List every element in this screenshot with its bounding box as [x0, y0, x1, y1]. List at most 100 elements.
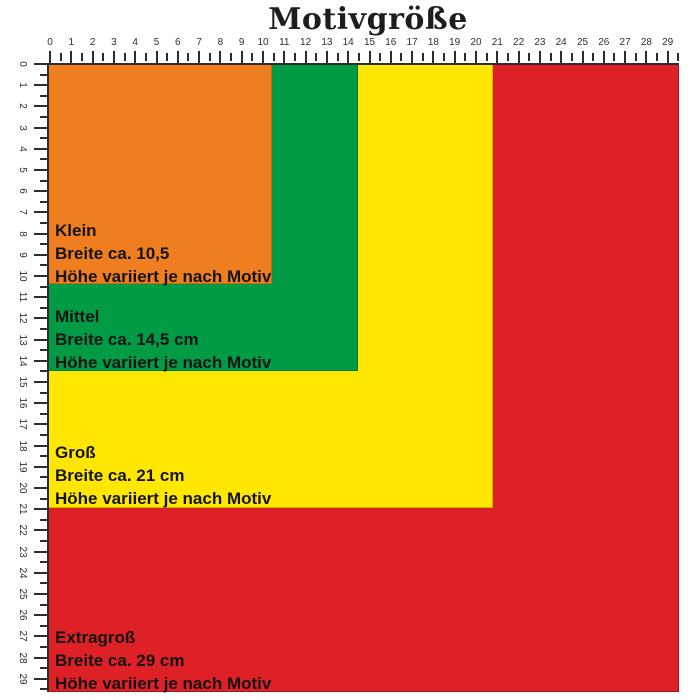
v-ruler-minor-tick	[40, 497, 47, 500]
size-rect-klein	[48, 63, 272, 284]
v-ruler-major-tick	[34, 487, 47, 489]
h-ruler-major-tick	[645, 51, 648, 64]
h-ruler-minor-tick	[613, 53, 616, 61]
h-ruler-number: 1	[68, 37, 75, 48]
v-ruler-minor-tick	[40, 370, 47, 373]
size-label-extragross: Extragroß Breite ca. 29 cm Höhe variiert j…	[55, 626, 345, 695]
size-width-extragross: Breite ca. 29 cm	[55, 651, 185, 670]
h-ruler-number: 7	[196, 37, 202, 48]
h-ruler-minor-tick	[421, 53, 424, 61]
v-ruler-major-tick	[34, 614, 47, 617]
h-ruler-major-tick	[283, 51, 286, 64]
v-ruler-major-tick	[34, 190, 47, 193]
v-ruler-minor-tick	[40, 540, 47, 542]
v-ruler-minor-tick	[40, 73, 47, 76]
v-ruler-major-tick	[34, 423, 47, 426]
v-ruler-major-tick	[34, 317, 47, 320]
h-ruler-minor-tick	[464, 53, 467, 61]
v-ruler-major-tick	[34, 677, 47, 680]
h-ruler-number: 25	[576, 37, 589, 48]
h-ruler-major-tick	[155, 51, 158, 64]
h-ruler-number: 27	[619, 37, 631, 48]
v-ruler-number: 27	[17, 630, 28, 642]
v-ruler-major-tick	[34, 635, 47, 638]
h-ruler-minor-tick	[400, 53, 403, 61]
h-ruler-number: 4	[132, 37, 138, 48]
h-ruler-major-tick	[240, 51, 243, 64]
h-ruler-minor-tick	[251, 53, 254, 61]
h-ruler-number: 16	[385, 37, 397, 48]
h-ruler-number: 28	[640, 37, 652, 48]
v-ruler-number: 1	[17, 82, 28, 88]
h-ruler-major-tick	[91, 51, 94, 64]
size-label-klein: Klein Breite ca. 10,5 Höhe variiert je nac…	[55, 219, 345, 288]
v-ruler-major-tick	[34, 126, 47, 129]
h-ruler-major-tick	[49, 51, 51, 64]
h-ruler-number: 20	[470, 37, 482, 48]
v-ruler-minor-tick	[40, 476, 47, 479]
h-ruler-major-tick	[262, 51, 264, 64]
h-ruler-major-tick	[325, 51, 328, 64]
v-ruler-major-tick	[34, 359, 47, 362]
size-height-extragross: Höhe variiert je nach Motiv	[55, 674, 272, 693]
v-ruler-minor-tick	[40, 243, 47, 246]
v-ruler-number: 10	[17, 270, 28, 282]
v-ruler-number: 28	[17, 652, 28, 664]
v-ruler-minor-tick	[40, 328, 47, 330]
v-ruler-major-tick	[34, 571, 47, 574]
v-ruler-number: 17	[17, 418, 28, 430]
h-ruler-minor-tick	[80, 53, 83, 61]
v-ruler-major-tick	[34, 402, 47, 405]
v-ruler-number: 11	[17, 291, 28, 303]
h-ruler-number: 24	[555, 37, 567, 48]
v-ruler-minor-tick	[40, 137, 47, 140]
h-ruler-number: 11	[279, 37, 290, 48]
v-ruler-number: 26	[17, 609, 28, 621]
v-ruler-minor-tick	[40, 582, 47, 585]
v-ruler-minor-tick	[40, 349, 47, 352]
h-ruler-number: 21	[491, 37, 503, 48]
h-ruler-number: 3	[111, 37, 117, 48]
h-ruler-minor-tick	[634, 53, 637, 61]
v-ruler-minor-tick	[40, 391, 47, 394]
h-ruler-number: 17	[406, 37, 418, 48]
h-ruler-major-tick	[538, 51, 541, 64]
size-label-gross: Groß Breite ca. 21 cm Höhe variiert je nac…	[55, 441, 345, 510]
v-ruler-major-tick	[34, 508, 47, 511]
v-ruler-minor-tick	[40, 624, 47, 627]
size-height-mittel: Höhe variiert je nach Motiv	[55, 353, 272, 372]
h-ruler-major-tick	[581, 51, 584, 64]
v-ruler-number: 25	[17, 588, 28, 600]
h-ruler-minor-tick	[59, 53, 62, 61]
v-ruler-major-tick	[34, 465, 47, 468]
h-ruler-major-tick	[198, 51, 201, 64]
h-ruler-number: 14	[342, 37, 354, 48]
v-ruler-number: 18	[17, 440, 28, 452]
page-title: Motivgröße	[268, 2, 468, 37]
v-ruler-major-tick	[34, 63, 47, 65]
h-ruler-minor-tick	[230, 53, 233, 61]
h-ruler-number: 29	[662, 37, 674, 48]
h-ruler-minor-tick	[656, 53, 659, 61]
v-ruler-minor-tick	[40, 200, 47, 203]
size-height-gross: Höhe variiert je nach Motiv	[55, 489, 272, 508]
h-ruler-number: 2	[89, 37, 96, 48]
h-ruler-major-tick	[389, 51, 392, 64]
h-ruler-major-tick	[432, 51, 435, 64]
size-width-klein: Breite ca. 10,5	[55, 244, 170, 263]
horizontal-ruler-line	[47, 63, 679, 65]
v-ruler-number: 3	[17, 124, 28, 131]
v-ruler-major-tick	[34, 529, 47, 532]
v-ruler-minor-tick	[40, 434, 47, 436]
h-ruler-minor-tick	[293, 53, 296, 61]
v-ruler-minor-tick	[40, 179, 47, 182]
v-ruler-major-tick	[34, 105, 47, 108]
v-ruler-number: 29	[17, 673, 28, 685]
v-ruler-major-tick	[34, 232, 47, 235]
v-ruler-number: 21	[17, 503, 28, 515]
v-ruler-major-tick	[34, 275, 47, 277]
vertical-ruler-line	[47, 63, 49, 692]
v-ruler-minor-tick	[40, 94, 47, 97]
v-ruler-number: 9	[17, 252, 28, 258]
v-ruler-number: 0	[17, 61, 28, 67]
